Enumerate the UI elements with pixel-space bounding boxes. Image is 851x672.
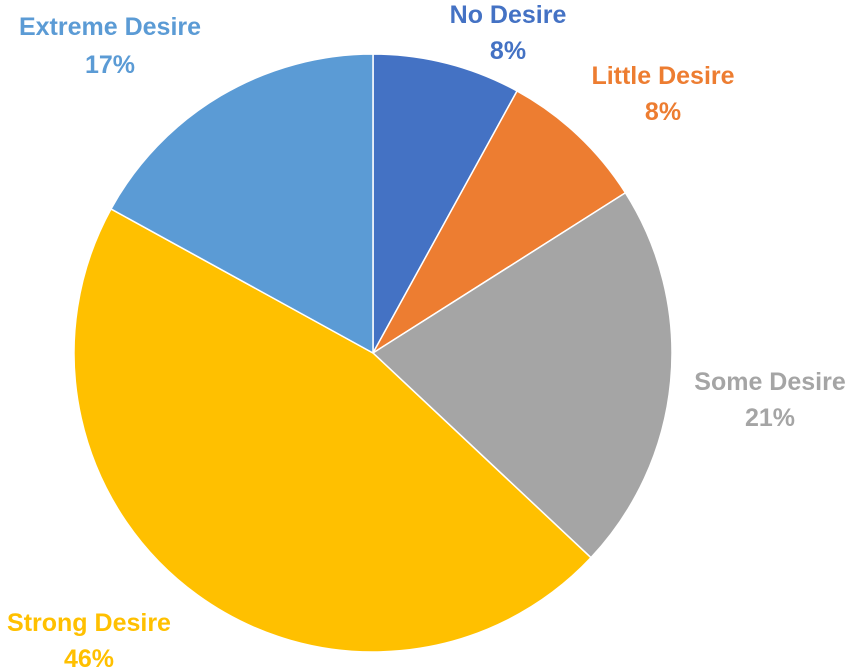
slice-label-name: Extreme Desire xyxy=(19,13,201,41)
pie-slice-extreme-desire xyxy=(109,53,374,355)
slice-label-name: Strong Desire xyxy=(7,609,171,637)
slice-label-percent: 46% xyxy=(64,645,114,672)
pie-slices xyxy=(73,53,673,653)
slice-label-percent: 21% xyxy=(745,404,795,432)
pie-slice-some-desire xyxy=(371,191,673,559)
slice-label-name: No Desire xyxy=(450,1,567,29)
slice-label-name: Little Desire xyxy=(591,62,734,90)
pie-slice-strong-desire xyxy=(73,207,593,653)
pie-slice-little-desire xyxy=(372,89,627,354)
slice-label-percent: 17% xyxy=(85,51,135,79)
slice-label-percent: 8% xyxy=(645,98,681,126)
slice-label-name: Some Desire xyxy=(694,368,846,396)
pie-slice-no-desire xyxy=(372,53,519,354)
slice-labels: No Desire 8% Little Desire 8% Some Desire 21%… xyxy=(7,1,846,672)
slice-label-percent: 8% xyxy=(490,37,526,65)
